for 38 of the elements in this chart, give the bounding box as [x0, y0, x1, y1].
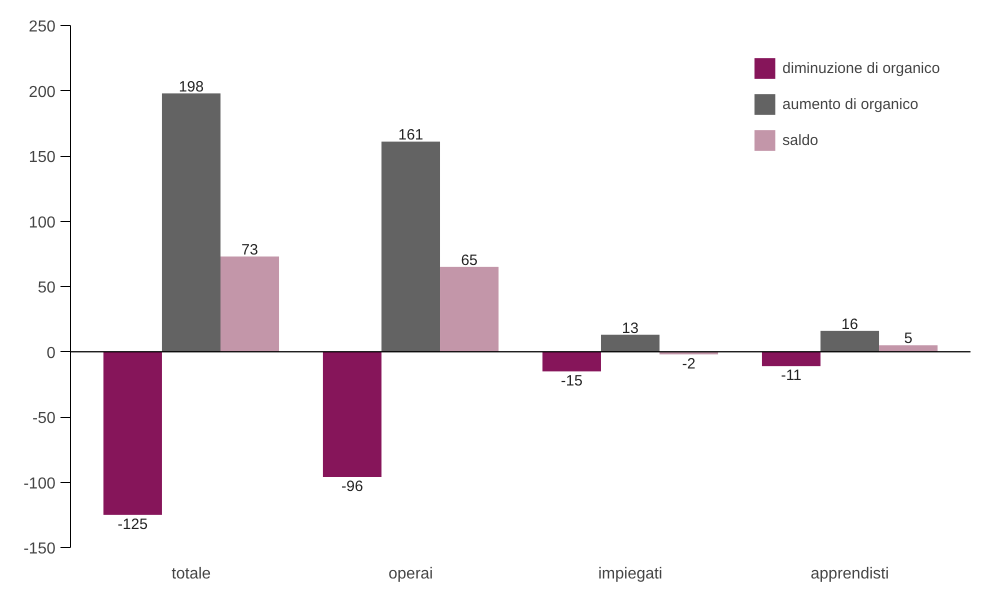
y-tick-label: -100 — [23, 475, 56, 492]
y-tick-label: 50 — [38, 280, 56, 296]
data-label: -11 — [780, 367, 802, 384]
bar — [440, 266, 499, 352]
bar — [220, 256, 280, 352]
data-label: -96 — [341, 478, 364, 496]
bar — [542, 352, 601, 372]
data-label: 16 — [841, 316, 858, 333]
legend-label: diminuzione di organico — [782, 60, 940, 76]
data-label: 13 — [622, 320, 639, 337]
data-label: 73 — [241, 241, 258, 258]
y-tick-label: 100 — [28, 214, 56, 232]
bar — [322, 352, 382, 478]
bar — [103, 352, 162, 515]
data-label: 5 — [904, 330, 912, 348]
x-tick-label: apprendisti — [810, 566, 889, 582]
bar — [600, 334, 660, 352]
y-tick-label: 200 — [28, 84, 56, 101]
bar — [162, 93, 220, 352]
data-label: 161 — [398, 126, 424, 144]
x-tick-label: totale — [172, 566, 211, 582]
x-tick-label: impiegati — [598, 566, 662, 582]
data-label: 198 — [178, 78, 204, 96]
legend-label: saldo — [782, 132, 818, 148]
bar — [381, 142, 440, 352]
data-label: -15 — [560, 372, 583, 390]
y-tick-label: 0 — [46, 344, 56, 362]
bar — [820, 330, 880, 352]
y-tick-label: -50 — [32, 410, 56, 427]
data-label: -125 — [118, 516, 148, 533]
y-tick-label: 250 — [28, 18, 56, 36]
legend-label: aumento di organico — [782, 96, 918, 112]
bar — [762, 352, 820, 366]
y-tick-label: -150 — [23, 540, 56, 558]
x-tick-label: operai — [388, 566, 433, 582]
y-tick-label: 150 — [28, 149, 56, 166]
data-label: -2 — [682, 355, 696, 372]
data-label: 65 — [460, 252, 478, 269]
